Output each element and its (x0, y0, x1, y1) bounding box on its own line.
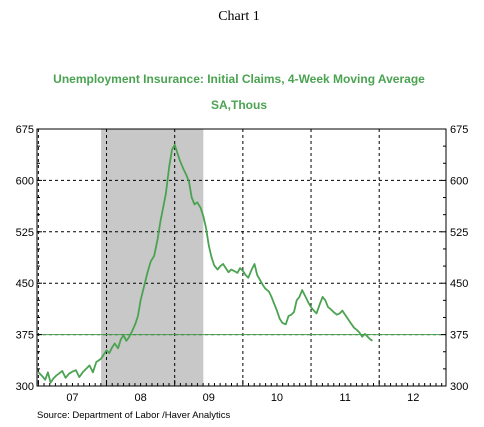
x-tick-label: 07 (66, 392, 78, 404)
chart-number: Chart 1 (218, 9, 260, 24)
y-tick-label-left: 600 (16, 175, 34, 187)
y-tick-label-left: 675 (16, 124, 34, 136)
x-tick-label: 10 (271, 392, 283, 404)
x-tick-label: 12 (407, 392, 419, 404)
x-tick-label: 11 (339, 392, 350, 404)
chart-subtitle: SA,Thous (211, 98, 267, 112)
x-axis: 07 08 09 10 11 12 (37, 380, 443, 404)
y-tick-label-right: 450 (450, 278, 468, 290)
plot-frame (36, 128, 447, 387)
y-axis-right: 300 375 450 525 600 675 (441, 124, 468, 393)
x-tick-label: 08 (134, 392, 146, 404)
series-layer (37, 143, 373, 384)
y-tick-label-left: 525 (16, 227, 34, 239)
chart-title: Unemployment Insurance: Initial Claims, … (53, 72, 425, 86)
y-axis-left: 300 375 450 525 600 675 (16, 124, 42, 393)
y-tick-label-right: 525 (450, 227, 468, 239)
series-line (37, 143, 373, 384)
source-note: Source: Department of Labor /Haver Analy… (37, 410, 231, 421)
grid-layer (37, 129, 446, 386)
x-tick-label: 09 (203, 392, 215, 404)
y-tick-label-left: 300 (16, 381, 34, 393)
y-tick-label-left: 450 (16, 278, 34, 290)
y-tick-label-right: 600 (450, 175, 468, 187)
y-tick-label-right: 375 (450, 330, 468, 342)
y-tick-label-right: 300 (450, 381, 468, 393)
y-tick-label-left: 375 (16, 330, 34, 342)
y-tick-label-right: 675 (450, 124, 468, 136)
